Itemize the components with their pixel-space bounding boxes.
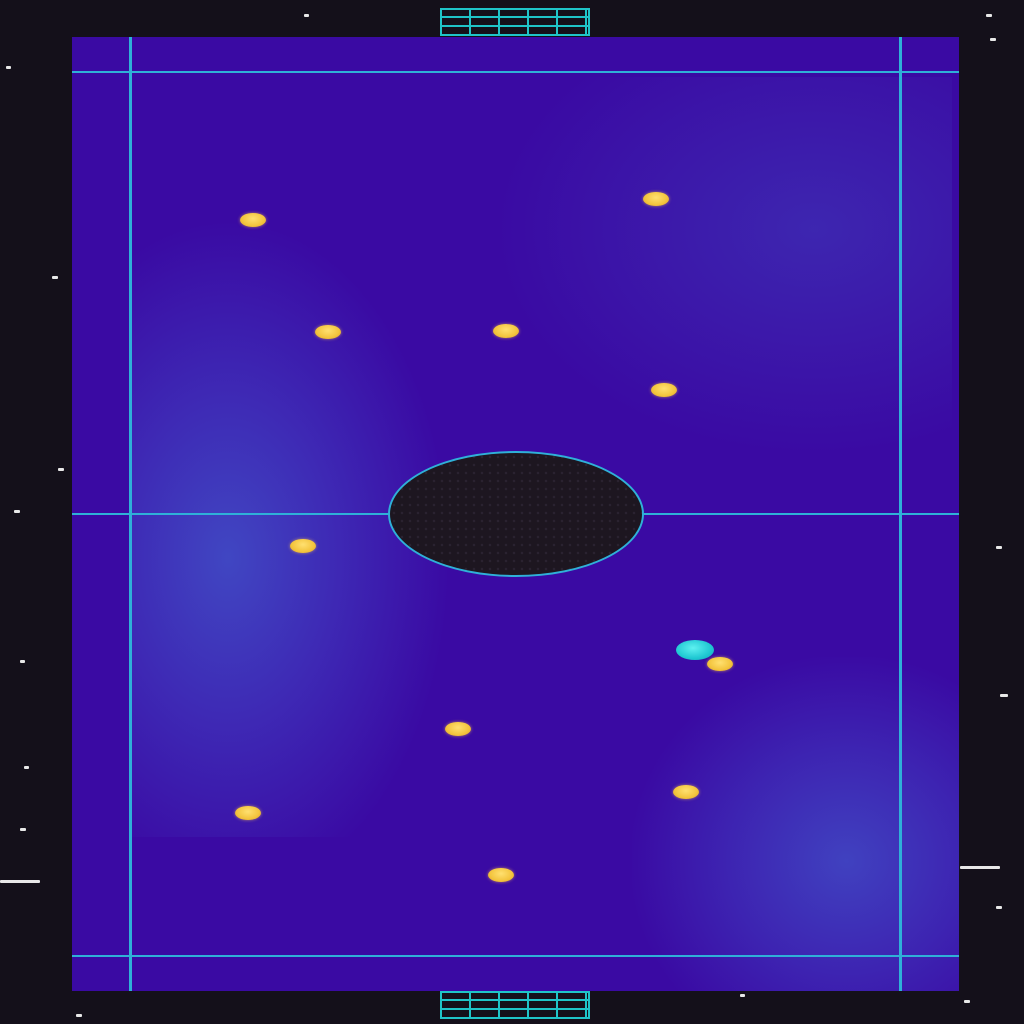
star [58,468,64,471]
gold-coin [315,325,341,339]
star [304,14,309,17]
gold-coin [643,192,669,206]
player-puck[interactable] [676,640,714,660]
star [996,906,1002,909]
star [960,866,1000,869]
gold-coin [290,539,316,553]
gold-coin [240,213,266,227]
star [20,828,26,831]
star [964,1000,970,1003]
field-glow [492,77,952,457]
star [990,38,996,41]
goal-net-top [440,8,590,36]
gold-coin [488,868,514,882]
gold-coin [493,324,519,338]
star [20,660,25,663]
gold-coin [673,785,699,799]
field-glow [632,657,959,991]
center-circle [388,451,644,577]
star [0,880,40,883]
star [6,66,11,69]
gold-coin [651,383,677,397]
gold-coin [707,657,733,671]
star [986,14,992,17]
star [14,510,20,513]
gold-coin [235,806,261,820]
star [740,994,745,997]
star [996,546,1002,549]
bottom-boundary-line [72,955,959,957]
star [24,766,29,769]
gold-coin [445,722,471,736]
goal-net-bottom [440,991,590,1019]
top-boundary-line [72,71,959,73]
star [52,276,58,279]
star [76,1014,82,1017]
star [1000,694,1008,697]
